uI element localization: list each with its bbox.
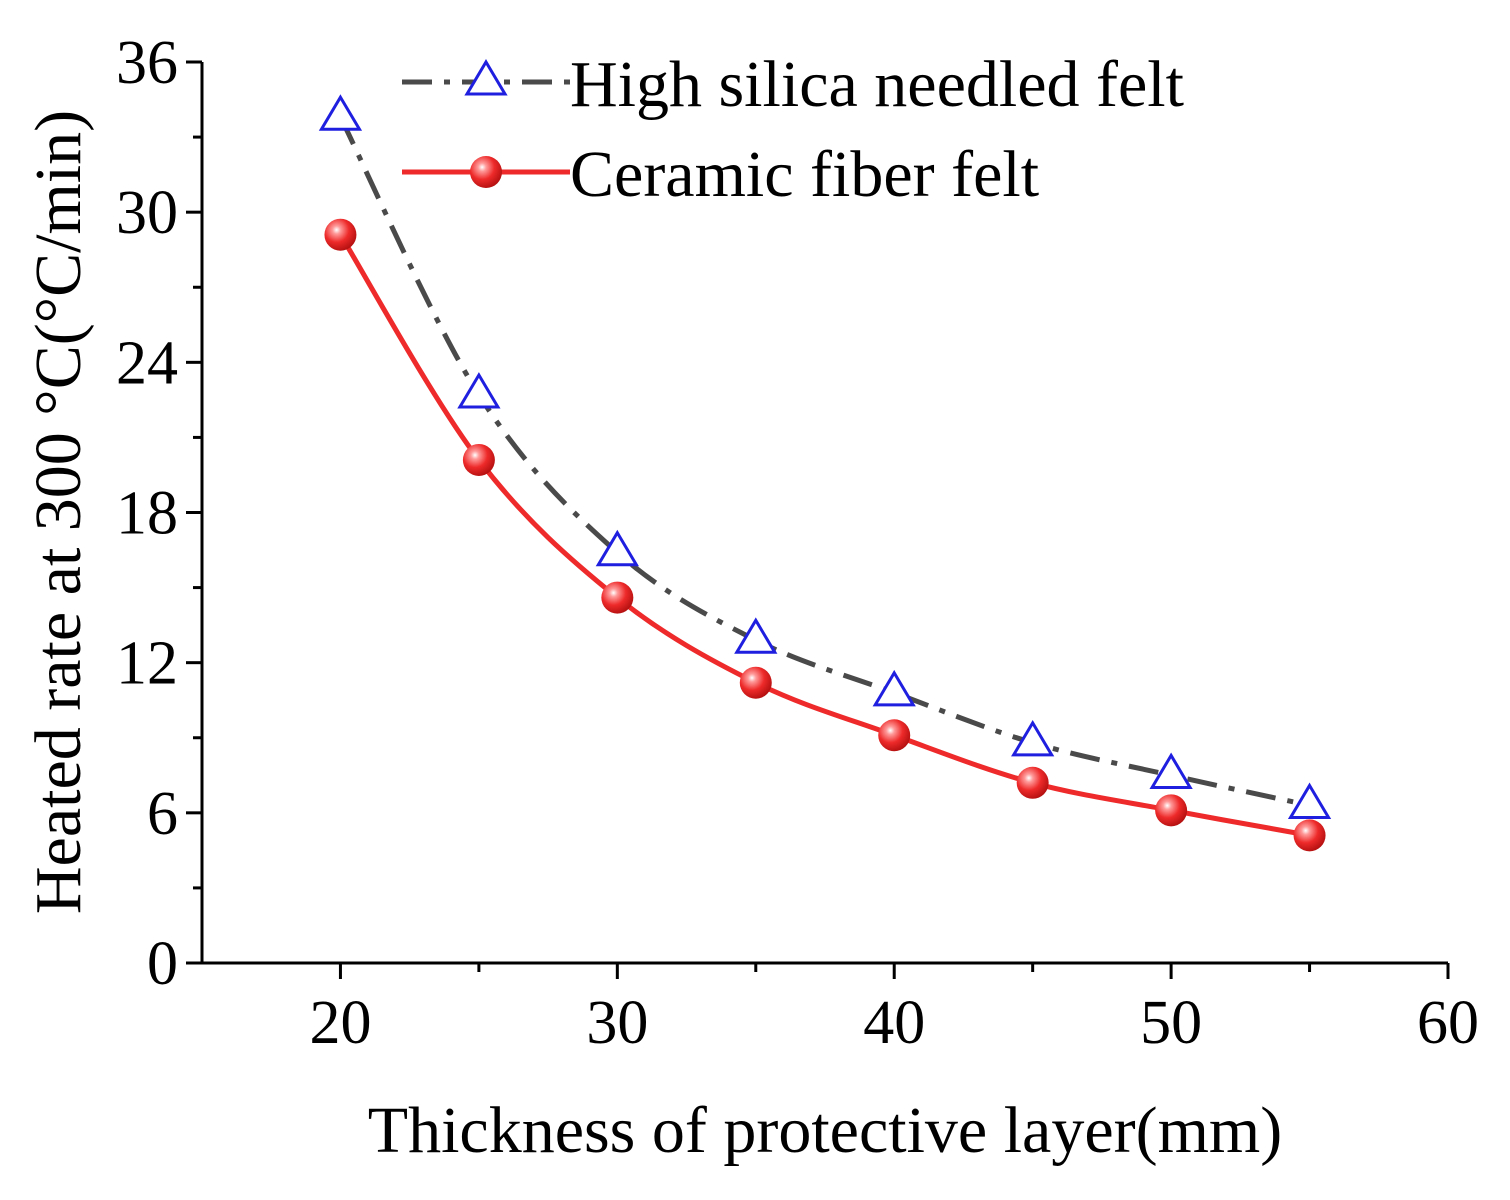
data-point-circle [462, 443, 495, 476]
data-point-triangle [1011, 719, 1055, 757]
series-line-1 [338, 233, 1311, 838]
y-tick-label: 6 [147, 780, 178, 848]
legend-label-ceramic: Ceramic fiber felt [570, 138, 1039, 211]
legend-marker-circle-icon [470, 156, 502, 188]
y-tick-label: 36 [116, 29, 178, 97]
axes: 20 30 40 50 60 0 6 12 18 24 30 36 [116, 29, 1479, 1057]
data-point-circle [1016, 766, 1049, 799]
y-tick-label: 12 [116, 630, 178, 698]
legend-label-high-silica: High silica needled felt [570, 48, 1184, 121]
y-axis-title: Heated rate at 300 °C(°C/min) [22, 110, 95, 914]
data-point-circle [601, 581, 634, 614]
legend: High silica needled felt Ceramic fiber f… [402, 48, 1184, 211]
legend-marker-triangle-icon [464, 59, 508, 96]
data-point-triangle [872, 669, 916, 707]
x-tick-label: 40 [863, 989, 925, 1057]
x-axis-title: Thickness of protective layer(mm) [368, 1094, 1283, 1167]
legend-item-high-silica: High silica needled felt [402, 48, 1184, 121]
legend-item-ceramic: Ceramic fiber felt [402, 138, 1039, 211]
y-tick-label: 30 [116, 179, 178, 247]
data-point-triangle [595, 529, 639, 567]
data-point-triangle [1287, 782, 1332, 819]
y-tick-label: 0 [147, 930, 178, 998]
plot-area [318, 94, 1332, 852]
y-tick-label: 24 [116, 329, 178, 397]
x-tick-label: 30 [586, 989, 648, 1057]
data-point-circle [1293, 819, 1326, 852]
data-point-triangle [734, 617, 778, 654]
data-point-triangle [457, 372, 501, 409]
x-tick-label: 60 [1417, 989, 1479, 1057]
data-point-circle [739, 666, 772, 699]
data-point-circle [878, 719, 911, 752]
x-tick-label: 50 [1140, 989, 1202, 1057]
data-point-circle [324, 218, 357, 251]
data-point-triangle [318, 94, 363, 131]
x-tick-label: 20 [309, 989, 371, 1057]
y-tick-label: 18 [116, 480, 178, 548]
data-point-circle [1155, 794, 1188, 827]
data-point-triangle [1149, 752, 1193, 789]
